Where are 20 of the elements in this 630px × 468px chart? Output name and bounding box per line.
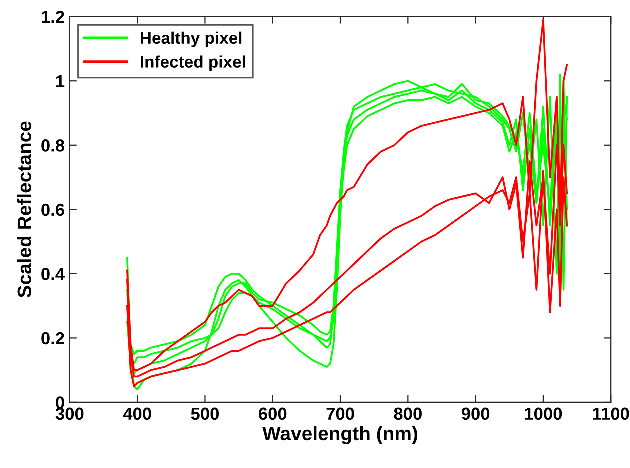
y-tick-label: 0.2 [42,332,64,345]
y-tick-label: 1 [56,75,65,88]
x-tick-label: 900 [462,408,490,420]
y-axis-title: Scaled Reflectance [17,122,32,298]
x-tick-label: 600 [259,408,287,420]
x-tick-label: 500 [191,408,219,420]
legend-label: Healthy pixel [141,32,242,48]
y-tick-label: 1.2 [42,11,64,24]
y-tick-label: 0.6 [42,204,64,216]
x-tick-label: 300 [56,408,84,420]
x-tick-label: 1000 [525,408,562,420]
legend-label: Infected pixel [141,56,246,72]
y-tick-label: 0 [56,396,64,409]
y-tick-label: 0.4 [42,268,65,280]
y-tick-label: 0.8 [42,140,65,152]
x-tick-label: 700 [326,408,354,420]
x-tick-label: 800 [394,408,422,420]
x-tick-label: 400 [123,408,152,420]
x-axis-title: Wavelength (nm) [262,426,418,445]
x-tick-label: 1100 [593,408,630,420]
